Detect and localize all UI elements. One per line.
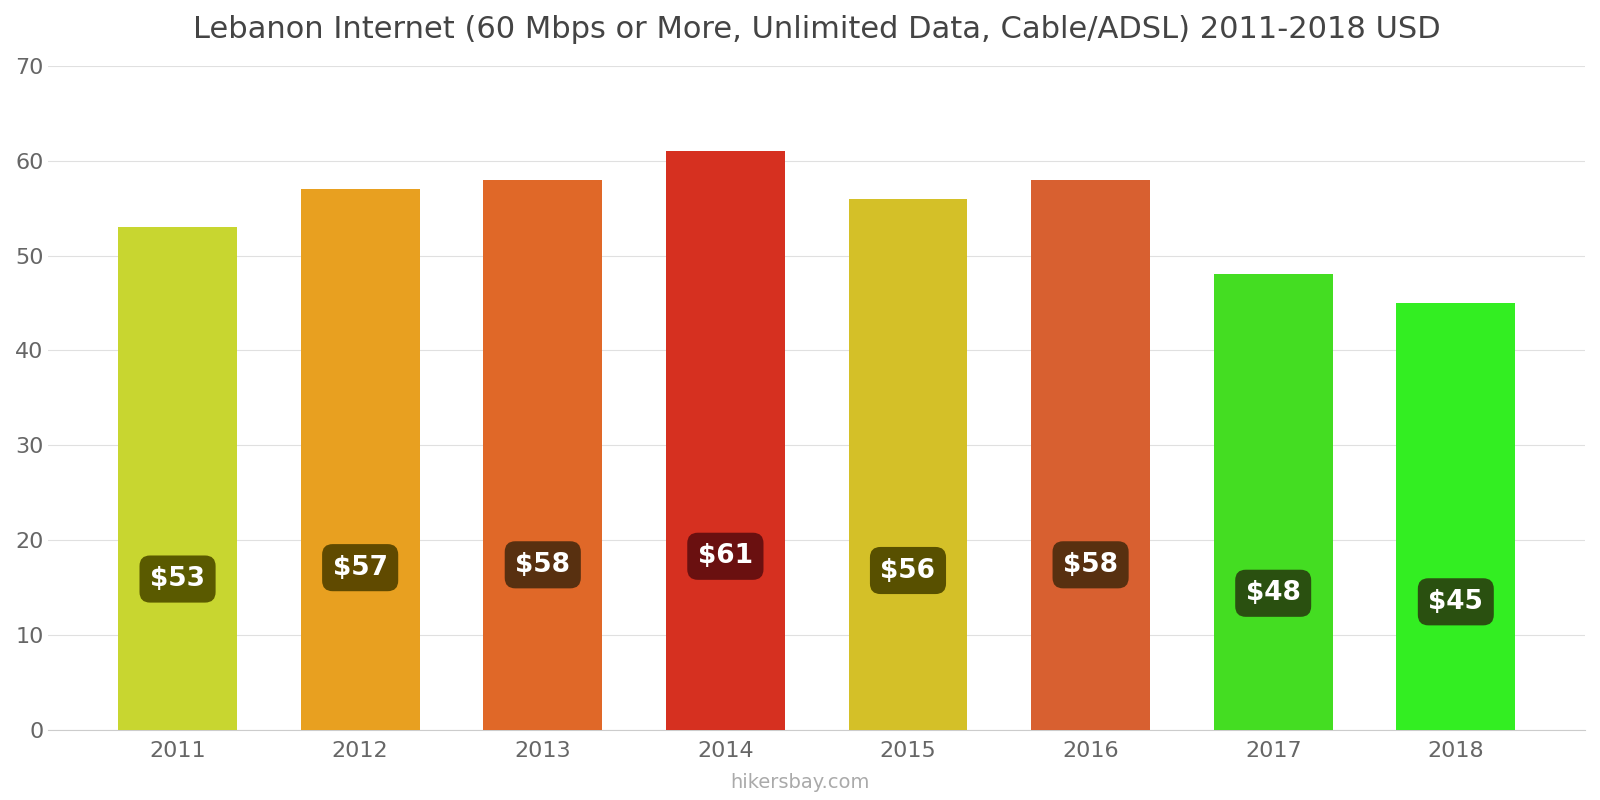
Bar bbox=[1214, 274, 1333, 730]
Bar bbox=[301, 189, 419, 730]
Bar bbox=[666, 151, 784, 730]
Text: $53: $53 bbox=[150, 566, 205, 592]
Text: $56: $56 bbox=[880, 558, 936, 583]
Bar bbox=[1397, 303, 1515, 730]
Bar bbox=[848, 198, 968, 730]
Title: Lebanon Internet (60 Mbps or More, Unlimited Data, Cable/ADSL) 2011-2018 USD: Lebanon Internet (60 Mbps or More, Unlim… bbox=[194, 15, 1440, 44]
Text: $58: $58 bbox=[1062, 552, 1118, 578]
Text: $61: $61 bbox=[698, 543, 754, 570]
Text: hikersbay.com: hikersbay.com bbox=[730, 773, 870, 792]
Text: $48: $48 bbox=[1246, 580, 1301, 606]
Text: $45: $45 bbox=[1429, 589, 1483, 615]
Text: $57: $57 bbox=[333, 554, 387, 581]
Bar bbox=[1032, 180, 1150, 730]
Bar bbox=[118, 227, 237, 730]
Text: $58: $58 bbox=[515, 552, 570, 578]
Bar bbox=[483, 180, 602, 730]
